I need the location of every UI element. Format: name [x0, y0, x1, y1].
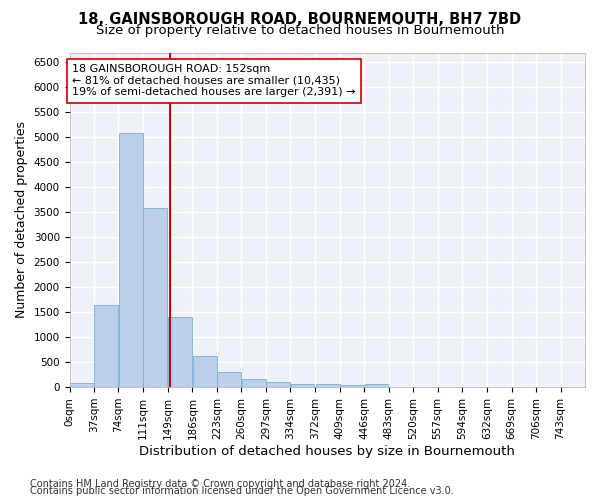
Bar	[316, 384, 340, 387]
Y-axis label: Number of detached properties: Number of detached properties	[15, 122, 28, 318]
X-axis label: Distribution of detached houses by size in Bournemouth: Distribution of detached houses by size …	[139, 444, 515, 458]
Bar	[70, 384, 94, 387]
Bar	[242, 380, 266, 387]
Bar	[266, 382, 290, 387]
Bar	[168, 317, 192, 387]
Text: Contains HM Land Registry data © Crown copyright and database right 2024.: Contains HM Land Registry data © Crown c…	[30, 479, 410, 489]
Bar	[143, 208, 167, 387]
Text: Contains public sector information licensed under the Open Government Licence v3: Contains public sector information licen…	[30, 486, 454, 496]
Bar	[365, 384, 388, 387]
Text: Size of property relative to detached houses in Bournemouth: Size of property relative to detached ho…	[96, 24, 504, 37]
Bar	[217, 372, 241, 387]
Bar	[290, 384, 314, 387]
Text: 18 GAINSBOROUGH ROAD: 152sqm
← 81% of detached houses are smaller (10,435)
19% o: 18 GAINSBOROUGH ROAD: 152sqm ← 81% of de…	[72, 64, 356, 98]
Bar	[340, 385, 364, 387]
Text: 18, GAINSBOROUGH ROAD, BOURNEMOUTH, BH7 7BD: 18, GAINSBOROUGH ROAD, BOURNEMOUTH, BH7 …	[79, 12, 521, 26]
Bar	[193, 356, 217, 387]
Bar	[94, 305, 118, 387]
Bar	[119, 134, 143, 387]
